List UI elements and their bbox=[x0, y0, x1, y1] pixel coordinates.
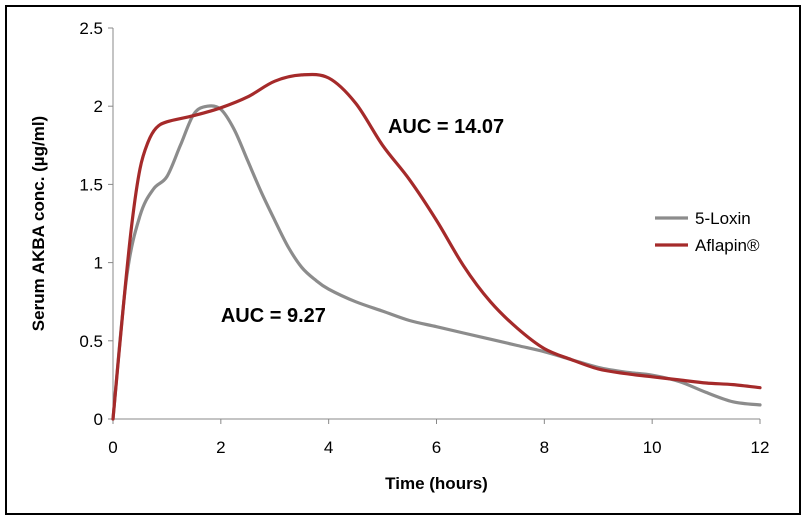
x-axis-title: Time (hours) bbox=[385, 474, 488, 493]
y-tick-label: 2.5 bbox=[79, 19, 103, 38]
legend-label-aflapin: Aflapin® bbox=[695, 236, 760, 255]
y-tick-label: 0.5 bbox=[79, 332, 103, 351]
x-tick-label: 2 bbox=[216, 438, 225, 457]
x-tick-label: 12 bbox=[751, 438, 770, 457]
series-line-aflapin bbox=[111, 72, 762, 421]
annotation-layer: AUC = 14.07 AUC = 9.27 bbox=[221, 116, 504, 327]
series-line-loxin bbox=[111, 104, 762, 421]
x-tick-label: 0 bbox=[108, 438, 117, 457]
auc-annotation: AUC = 14.07 bbox=[388, 116, 504, 138]
auc-annotation: AUC = 9.27 bbox=[221, 305, 326, 327]
y-tick-label: 2 bbox=[94, 97, 103, 116]
y-tick-label: 1 bbox=[94, 254, 103, 273]
chart-frame bbox=[5, 5, 801, 515]
x-tick-label: 10 bbox=[643, 438, 662, 457]
y-tick-label: 0 bbox=[94, 410, 103, 429]
axes: 0 0.5 1 1.5 2 2.5 0 2 4 6 8 10 12 Time (hours) Serum A… bbox=[29, 19, 769, 493]
legend-label-loxin: 5-Loxin bbox=[695, 209, 751, 228]
legend: 5-Loxin Aflapin® bbox=[655, 209, 760, 255]
x-tick-label: 4 bbox=[324, 438, 333, 457]
series-layer bbox=[111, 72, 762, 421]
y-axis-title: Serum AKBA conc. (µg/ml) bbox=[29, 116, 48, 331]
y-tick-label: 1.5 bbox=[79, 175, 103, 194]
x-tick-label: 6 bbox=[432, 438, 441, 457]
x-tick-label: 8 bbox=[540, 438, 549, 457]
